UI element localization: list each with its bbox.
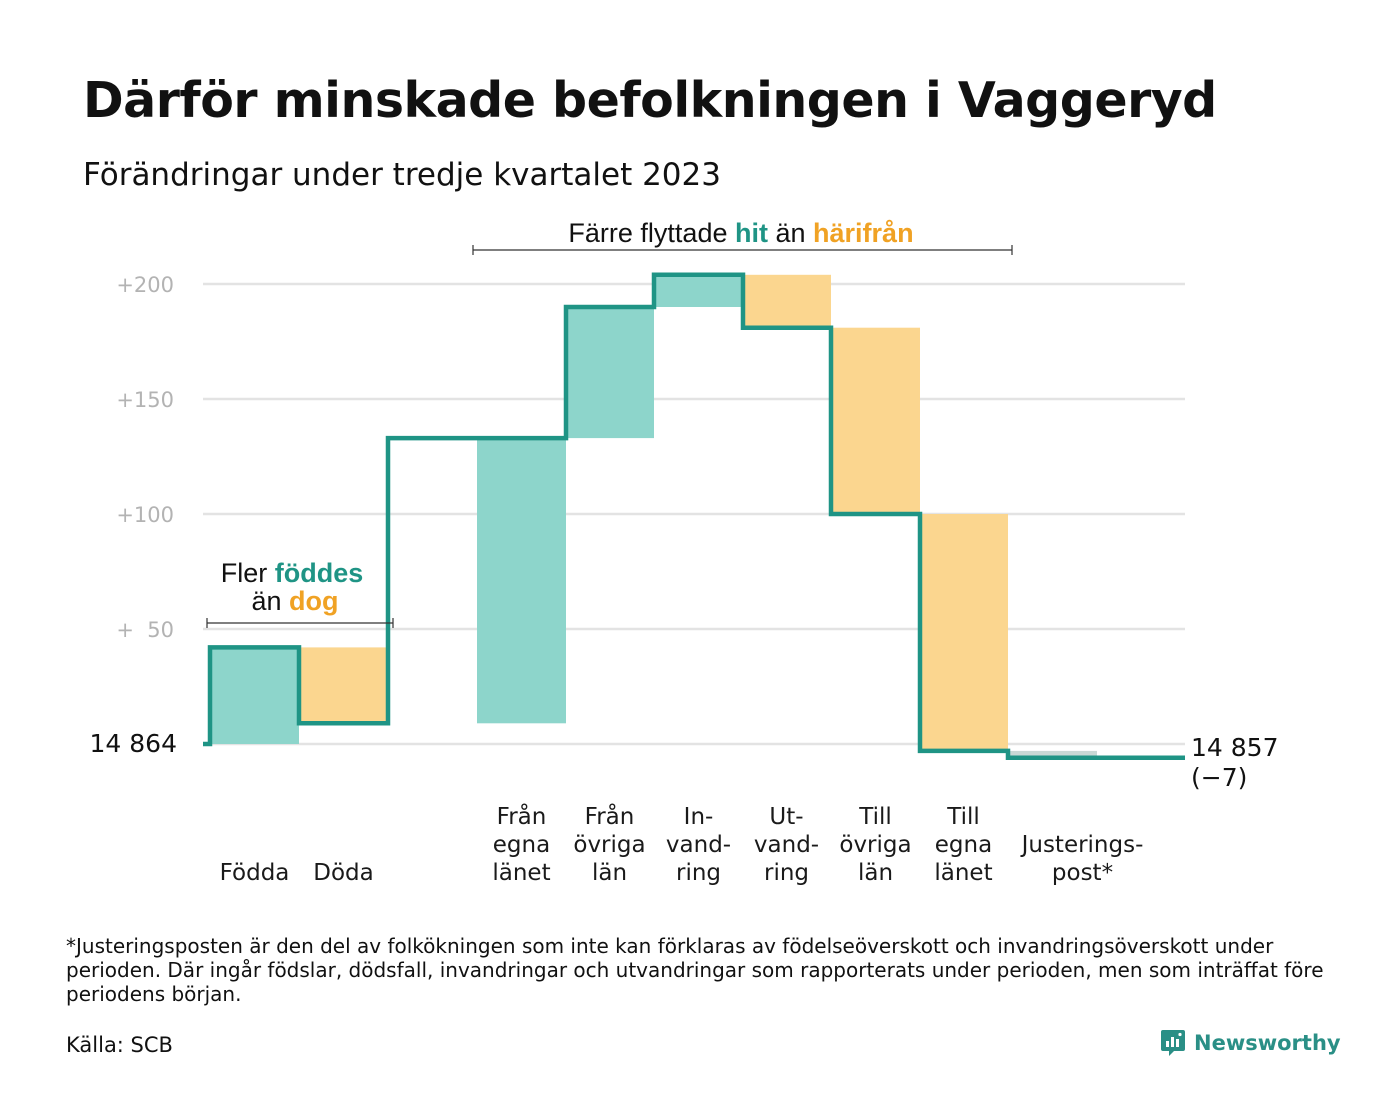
bar-increase: [654, 274, 743, 307]
migration-annotation: Färre flyttade hit än härifrån: [568, 218, 913, 248]
chart-subtitle: Förändringar under tredje kvartalet 2023: [83, 157, 721, 193]
end-change-label: (−7): [1191, 763, 1247, 792]
bar-decrease: [831, 327, 920, 514]
births-annotation-line2: än dog: [251, 586, 338, 616]
bar-adjustment: [1008, 750, 1097, 758]
category-label: Döda: [313, 860, 373, 886]
source-label: Källa: SCB: [66, 1033, 173, 1057]
category-label: Från övriga län: [573, 802, 645, 886]
brand-name: Newsworthy: [1194, 1031, 1341, 1055]
category-label: In-vand-ring: [666, 804, 731, 886]
births-annotation-foddes: föddes: [275, 558, 364, 588]
migration-annotation-middle: än: [768, 218, 813, 248]
category-label: Födda: [220, 860, 290, 886]
births-annotation-line1: Fler föddes: [221, 558, 364, 588]
migration-annotation-hit: hit: [735, 218, 768, 248]
bar-decrease: [919, 514, 1008, 751]
bar-increase: [565, 307, 654, 439]
bar-increase: [477, 438, 566, 724]
category-label: Från egna länet: [492, 802, 550, 886]
gridlines: + 50 +100 +150 +200: [116, 273, 1185, 746]
y-tick-label: +150: [116, 388, 174, 412]
migration-annotation-harifran: härifrån: [813, 218, 914, 248]
births-annotation-dog: dog: [289, 586, 338, 616]
births-annotation-line2-prefix: än: [251, 586, 289, 616]
bar-chart-speech-bubble-icon: [1161, 1030, 1185, 1056]
category-label: Till övriga län: [839, 804, 911, 886]
step-line: [203, 272, 1185, 761]
category-label: Ut-vand-ring: [754, 804, 819, 886]
births-bracket: [206, 618, 394, 628]
bar-increase: [210, 647, 299, 744]
migration-annotation-prefix: Färre flyttade: [568, 218, 735, 248]
category-label: Till egna länet: [934, 804, 992, 886]
y-tick-label: +200: [116, 273, 174, 297]
bar-decrease: [299, 647, 388, 724]
baseline-label: 14 864: [90, 729, 177, 758]
bars: [210, 274, 1097, 758]
migration-bracket: [472, 245, 1013, 255]
category-label: Justerings-post*: [1020, 832, 1144, 886]
footnote: *Justeringsposten är den del av folkökni…: [66, 934, 1324, 1006]
chart-title: Därför minskade befolkningen i Vaggeryd: [83, 72, 1217, 129]
step-line-layer: [203, 272, 1185, 761]
end-value-label: 14 857: [1191, 733, 1278, 762]
y-tick-label: +100: [116, 503, 174, 527]
bar-decrease: [742, 274, 831, 328]
brand-logo: Newsworthy: [1160, 1028, 1341, 1058]
y-tick-label: + 50: [116, 618, 174, 642]
births-annotation-prefix: Fler: [221, 558, 275, 588]
category-labels: Födda Döda Från egna länet Från övriga län In-va…: [220, 802, 1144, 886]
